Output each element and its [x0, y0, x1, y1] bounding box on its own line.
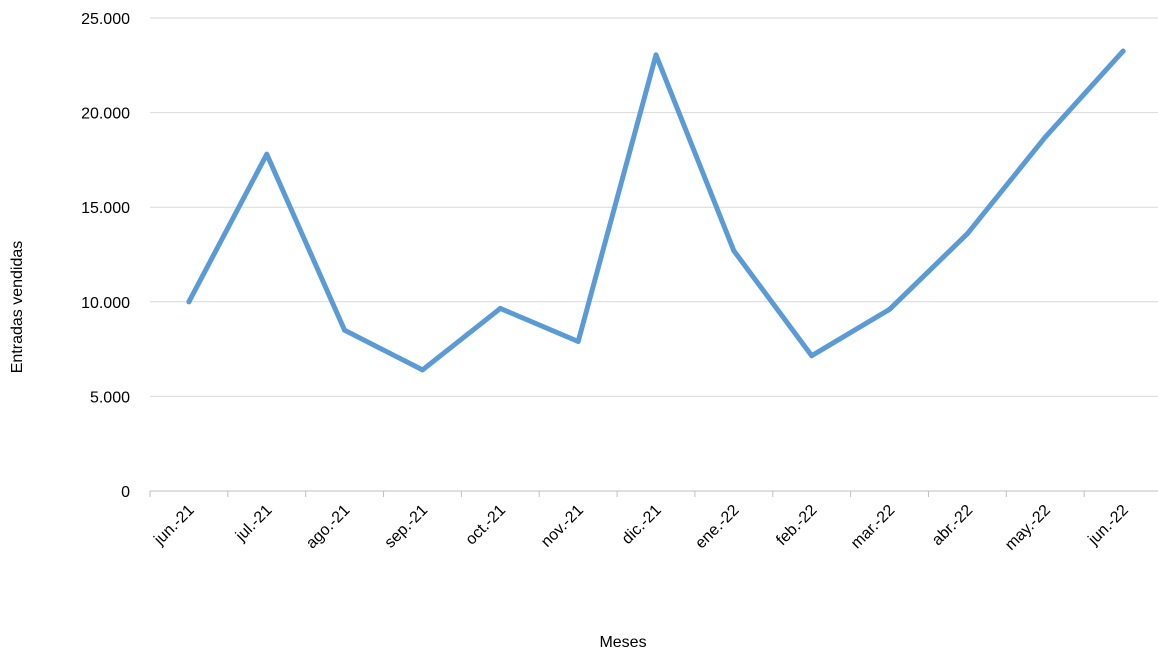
y-tick-label: 15.000: [81, 200, 130, 217]
x-tick-label: feb.-22: [773, 502, 820, 549]
y-tick-label: 5.000: [90, 389, 130, 406]
x-tick-label: abr.-22: [929, 502, 976, 549]
x-axis-tick-labels: jun.-21 jul.-21 ago.-21 sep.-21 oct.-21 nov.-…: [150, 502, 1132, 554]
x-tick-label: oct.-21: [463, 502, 510, 549]
y-axis-tick-labels: 0 5.000 10.000 15.000 20.000 25.000: [81, 11, 130, 501]
y-tick-label: 20.000: [81, 106, 130, 123]
x-tick-label: ago.-21: [303, 502, 353, 552]
y-axis-title: Entradas vendidas: [9, 241, 26, 374]
x-tick-label: jul.-21: [232, 502, 276, 546]
data-point: [575, 339, 581, 345]
data-point: [1120, 48, 1126, 54]
series-layer: [186, 48, 1126, 373]
data-point: [419, 367, 425, 373]
data-point: [342, 327, 348, 333]
x-tick-label: may.-22: [1002, 502, 1054, 554]
y-tick-label: 0: [121, 484, 130, 501]
x-tick-label: sep.-21: [382, 502, 432, 552]
data-point: [186, 299, 192, 305]
data-point: [264, 151, 270, 157]
x-tick-label: ene.-22: [692, 502, 742, 552]
data-point: [497, 305, 503, 311]
gridlines: [150, 17, 1158, 397]
x-axis-title: Meses: [599, 634, 646, 651]
x-tick-label: nov.-21: [538, 502, 587, 551]
x-tick-label: mar.-22: [848, 502, 898, 552]
x-tick-label: jun.-22: [1085, 502, 1132, 549]
x-tick-label: dic.-21: [619, 502, 665, 548]
y-tick-label: 25.000: [81, 11, 130, 28]
x-axis: [149, 490, 1158, 497]
data-point: [1042, 134, 1048, 140]
series-line: [186, 48, 1126, 373]
data-point: [653, 52, 659, 58]
data-point: [731, 248, 737, 254]
x-tick-label: jun.-21: [150, 502, 197, 549]
data-point: [809, 353, 815, 359]
data-point: [964, 231, 970, 237]
data-point: [887, 306, 893, 312]
y-tick-label: 10.000: [81, 295, 130, 312]
